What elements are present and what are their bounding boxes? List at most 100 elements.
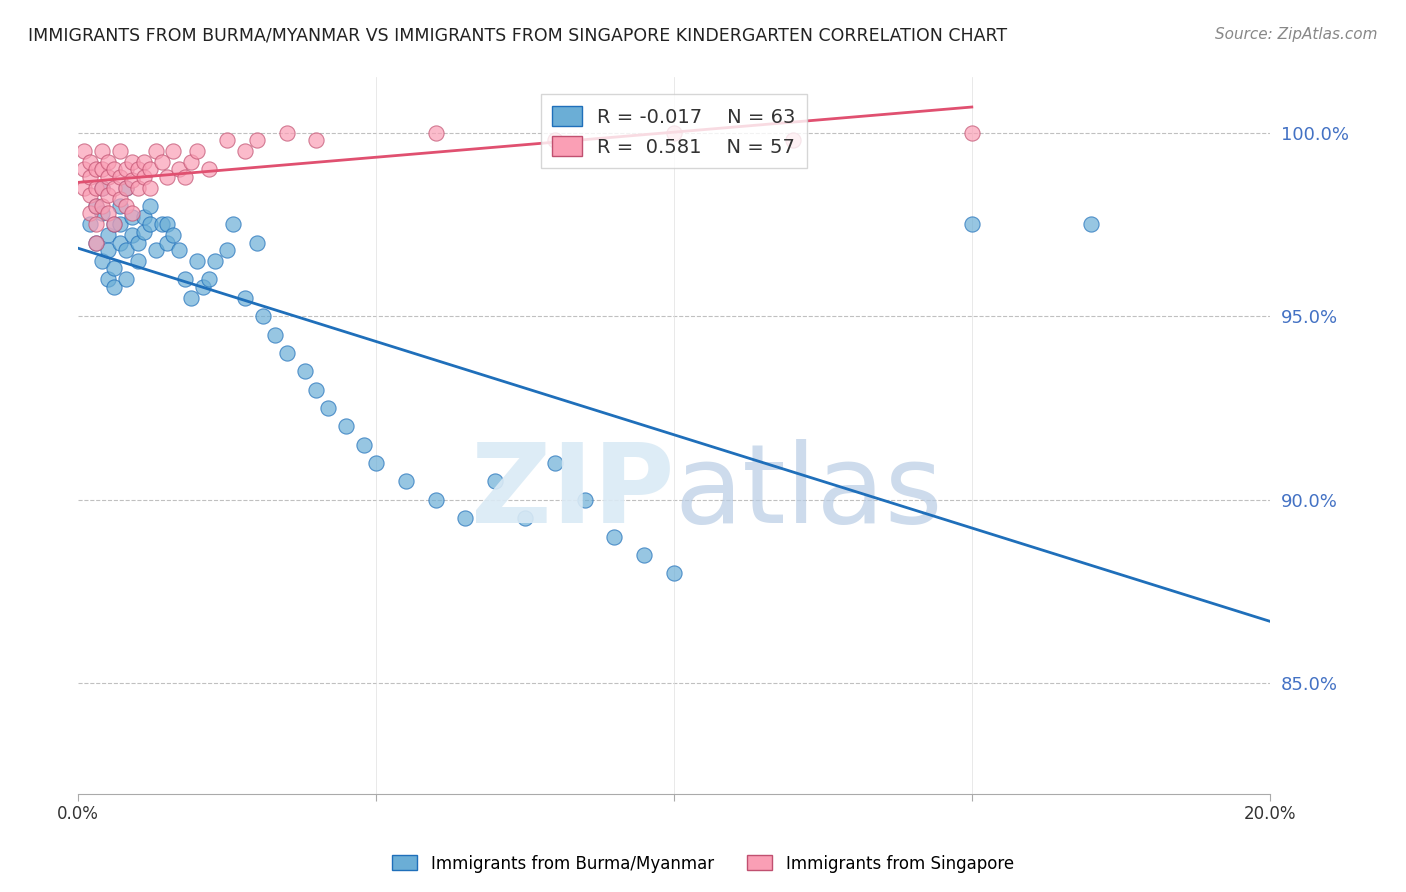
Point: [193, 280, 215, 294]
Point: [84, 235, 107, 250]
Point: [425, 126, 447, 140]
Point: [484, 475, 506, 489]
Point: [215, 243, 238, 257]
Point: [103, 218, 125, 232]
Point: [108, 144, 131, 158]
Point: [960, 126, 983, 140]
Point: [574, 492, 596, 507]
Point: [79, 188, 101, 202]
Point: [91, 180, 114, 194]
Point: [162, 228, 184, 243]
Point: [127, 254, 149, 268]
Point: [156, 235, 179, 250]
Point: [252, 309, 274, 323]
Legend: R = -0.017    N = 63, R =  0.581    N = 57: R = -0.017 N = 63, R = 0.581 N = 57: [541, 95, 807, 169]
Point: [138, 218, 160, 232]
Point: [97, 155, 120, 169]
Point: [180, 155, 202, 169]
Point: [603, 530, 626, 544]
Point: [108, 192, 131, 206]
Point: [114, 272, 136, 286]
Text: ZIP: ZIP: [471, 440, 673, 547]
Point: [198, 272, 221, 286]
Point: [103, 261, 125, 276]
Point: [633, 548, 655, 562]
Point: [138, 199, 160, 213]
Point: [91, 180, 114, 194]
Point: [454, 511, 477, 525]
Point: [1080, 218, 1102, 232]
Point: [97, 228, 120, 243]
Point: [121, 173, 143, 187]
Point: [97, 169, 120, 184]
Point: [114, 180, 136, 194]
Point: [132, 169, 155, 184]
Point: [662, 126, 685, 140]
Point: [782, 133, 804, 147]
Point: [132, 225, 155, 239]
Point: [103, 280, 125, 294]
Point: [276, 126, 298, 140]
Point: [335, 419, 357, 434]
Point: [97, 188, 120, 202]
Point: [103, 162, 125, 177]
Point: [246, 235, 269, 250]
Point: [174, 169, 197, 184]
Legend: Immigrants from Burma/Myanmar, Immigrants from Singapore: Immigrants from Burma/Myanmar, Immigrant…: [385, 848, 1021, 880]
Point: [114, 162, 136, 177]
Point: [215, 133, 238, 147]
Point: [103, 180, 125, 194]
Point: [353, 438, 375, 452]
Point: [79, 206, 101, 220]
Text: atlas: atlas: [673, 440, 942, 547]
Text: Source: ZipAtlas.com: Source: ZipAtlas.com: [1215, 27, 1378, 42]
Point: [127, 180, 149, 194]
Point: [121, 155, 143, 169]
Point: [79, 155, 101, 169]
Point: [91, 144, 114, 158]
Point: [318, 401, 340, 415]
Point: [662, 566, 685, 581]
Point: [156, 218, 179, 232]
Point: [150, 218, 173, 232]
Point: [513, 511, 536, 525]
Point: [103, 218, 125, 232]
Point: [305, 133, 328, 147]
Point: [156, 169, 179, 184]
Point: [174, 272, 197, 286]
Point: [127, 235, 149, 250]
Point: [138, 180, 160, 194]
Point: [222, 218, 245, 232]
Point: [108, 169, 131, 184]
Point: [91, 254, 114, 268]
Point: [114, 199, 136, 213]
Point: [121, 210, 143, 224]
Point: [960, 218, 983, 232]
Point: [145, 144, 167, 158]
Point: [121, 228, 143, 243]
Point: [544, 133, 567, 147]
Point: [305, 383, 328, 397]
Point: [97, 272, 120, 286]
Point: [162, 144, 184, 158]
Point: [233, 291, 256, 305]
Point: [132, 210, 155, 224]
Point: [276, 346, 298, 360]
Point: [364, 456, 387, 470]
Point: [544, 456, 567, 470]
Point: [127, 162, 149, 177]
Point: [169, 243, 191, 257]
Point: [138, 162, 160, 177]
Point: [150, 155, 173, 169]
Point: [84, 199, 107, 213]
Point: [169, 162, 191, 177]
Point: [73, 162, 96, 177]
Point: [91, 206, 114, 220]
Point: [84, 162, 107, 177]
Point: [97, 206, 120, 220]
Point: [79, 169, 101, 184]
Point: [425, 492, 447, 507]
Point: [84, 199, 107, 213]
Point: [73, 144, 96, 158]
Point: [84, 218, 107, 232]
